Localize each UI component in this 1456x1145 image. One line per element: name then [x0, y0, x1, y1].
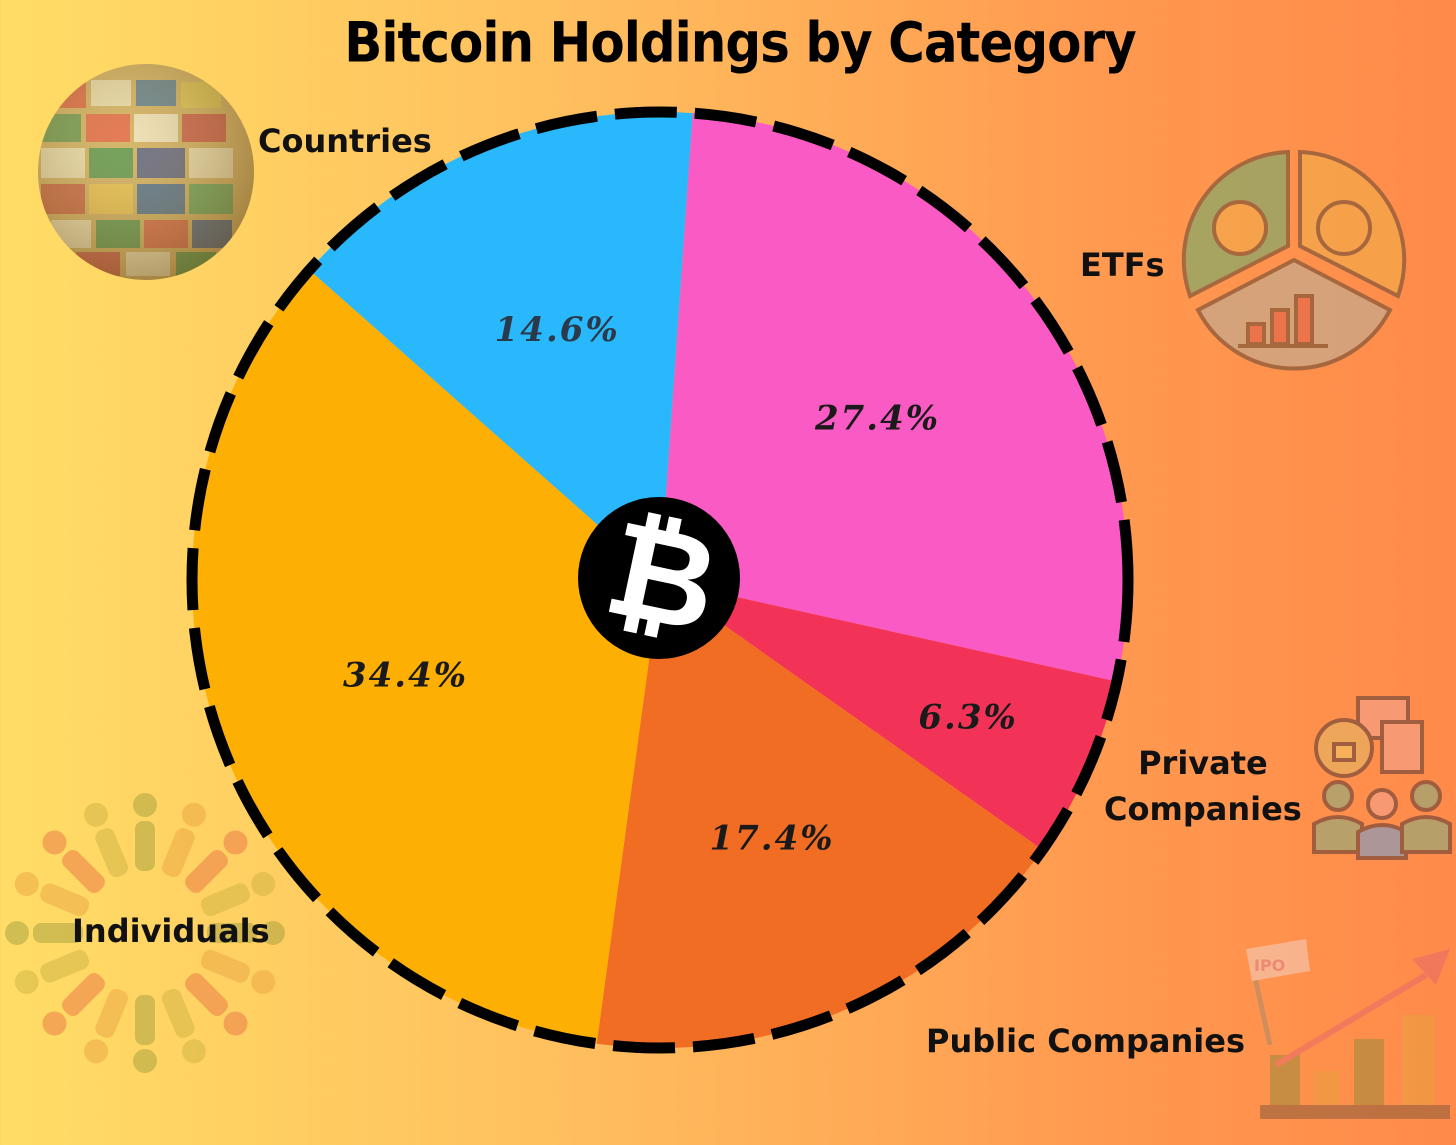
label-public-companies: Public Companies	[926, 1022, 1245, 1060]
chart-title: Bitcoin Holdings by Category	[344, 11, 1137, 75]
pie-slice-public-companies	[596, 580, 1043, 1048]
private-company-icon	[1312, 696, 1452, 860]
pie-rim	[186, 106, 1134, 1054]
fund-pie-icon	[1181, 149, 1407, 371]
label-private-line1: Private	[1138, 744, 1268, 782]
data-label-countries: 14.6%	[495, 310, 620, 350]
label-etfs: ETFs	[1080, 246, 1165, 284]
ipo-growth-icon: IPO	[1246, 939, 1450, 1119]
pie-slice-countries	[309, 112, 693, 581]
bitcoin-icon: ₿	[578, 491, 740, 664]
ipo-flag-text: IPO	[1254, 956, 1285, 975]
data-label-individuals: 34.4%	[343, 655, 468, 695]
label-private-companies: Private Companies	[1104, 740, 1302, 832]
label-countries: Countries	[258, 122, 432, 160]
people-circle-icon	[5, 793, 285, 1073]
pie-slice-individuals	[191, 269, 660, 1044]
pie-slice-private-companies	[660, 580, 1117, 850]
globe-flags-icon	[38, 64, 254, 280]
data-label-public-companies: 17.4%	[709, 818, 834, 858]
pie-slice-etfs	[660, 113, 1128, 682]
data-label-private-companies: 6.3%	[918, 697, 1017, 737]
label-private-line2: Companies	[1104, 790, 1302, 828]
label-individuals: Individuals	[72, 912, 270, 950]
data-label-etfs: 27.4%	[814, 399, 940, 439]
